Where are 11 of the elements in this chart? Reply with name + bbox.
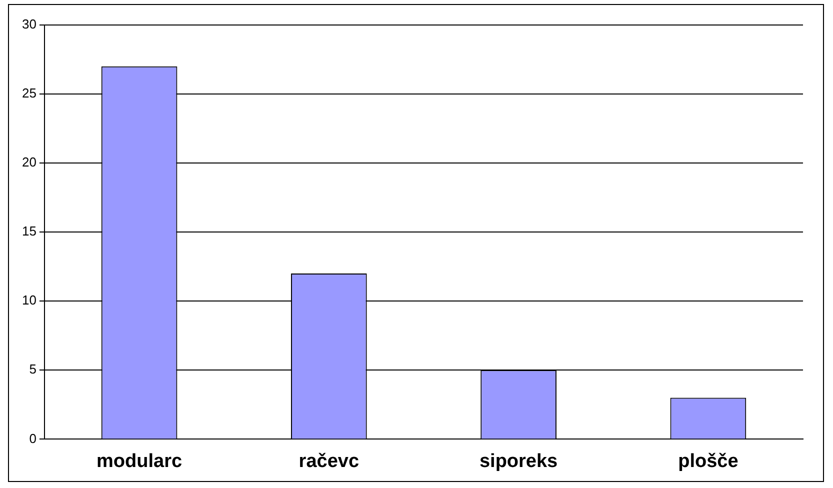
y-tick-label: 5: [29, 362, 36, 377]
y-tick-label: 30: [22, 16, 36, 32]
x-tick-label: siporeks: [479, 450, 558, 472]
y-tick-label: 25: [22, 86, 36, 101]
y-tick-label: 0: [29, 430, 36, 446]
x-tick-label: račevc: [298, 450, 360, 472]
y-tick-label: 20: [22, 154, 36, 170]
x-tick-label: plošče: [678, 450, 738, 472]
y-tick-label: 15: [22, 224, 36, 239]
x-tick-label: modularc: [96, 450, 182, 472]
y-tick-label: 10: [22, 292, 36, 308]
